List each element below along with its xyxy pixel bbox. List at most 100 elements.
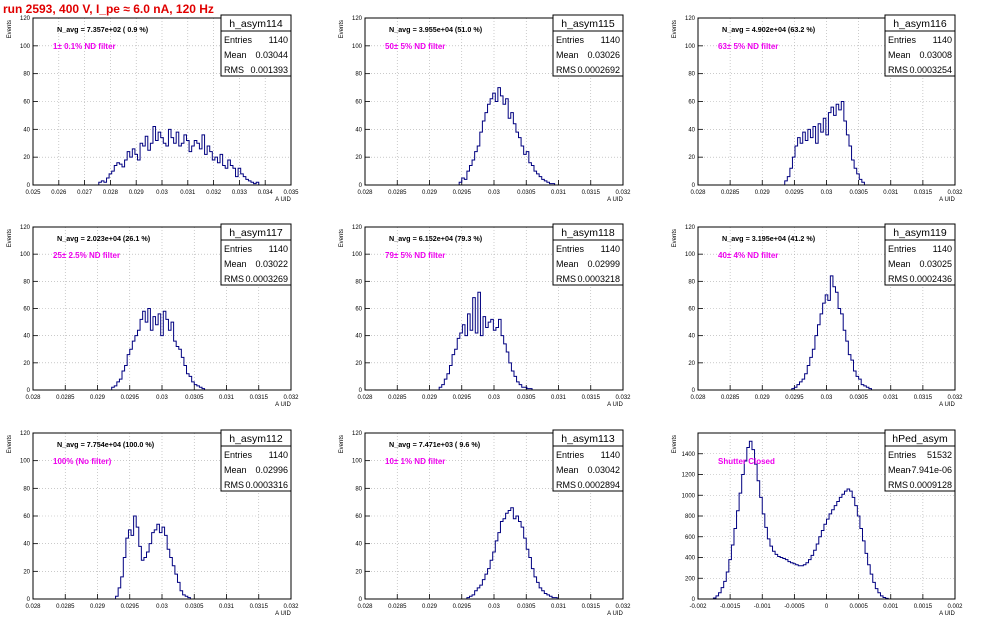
- y-tick-label: 20: [355, 155, 362, 161]
- y-tick-label: 20: [355, 569, 362, 575]
- x-tick-label: 0.029: [422, 604, 438, 610]
- stats-value: 0.02996: [255, 465, 288, 475]
- stats-key: Mean: [556, 465, 579, 475]
- stats-value: 0.02999: [587, 259, 620, 269]
- filter-note: 40± 4% ND filter: [718, 251, 778, 260]
- stats-box: [884, 429, 956, 492]
- x-tick-label: 0.032: [947, 190, 963, 196]
- y-tick-label: 60: [355, 514, 362, 520]
- histogram-series: [438, 291, 533, 390]
- y-tick-label: 20: [688, 361, 695, 367]
- y-tick-label: 100: [685, 44, 696, 50]
- y-tick-label: 1000: [682, 493, 696, 499]
- x-tick-label: 0.029: [755, 395, 771, 401]
- x-tick-label: 0.0305: [517, 190, 536, 196]
- x-tick-label: 0.034: [258, 190, 274, 196]
- stats-value: 51532: [927, 450, 952, 460]
- y-tick-label: 0: [359, 597, 363, 603]
- x-tick-label: 0.029: [90, 395, 106, 401]
- x-tick-label: 0.025: [25, 190, 41, 196]
- y-tick-label: 0: [27, 597, 31, 603]
- x-tick-label: -0.0015: [720, 604, 741, 610]
- x-tick-label: 0.0295: [453, 395, 472, 401]
- stats-key: RMS: [888, 274, 908, 284]
- x-tick-label: 0.033: [232, 190, 248, 196]
- y-tick-label: 80: [355, 486, 362, 492]
- y-tick-label: 400: [685, 556, 696, 562]
- histogram-title: h_asym119: [893, 227, 947, 239]
- stats-value: 0.0009128: [909, 480, 952, 490]
- x-tick-label: -0.002: [689, 604, 707, 610]
- x-axis-label: A UID: [607, 197, 623, 203]
- stats-key: Entries: [224, 244, 253, 254]
- x-tick-label: 0.0315: [582, 604, 601, 610]
- y-tick-label: 100: [352, 459, 363, 465]
- x-tick-label: 0.032: [615, 190, 631, 196]
- histogram-series: [98, 126, 260, 185]
- stats-box: [884, 223, 956, 286]
- y-tick-label: 80: [688, 279, 695, 285]
- x-tick-label: 0.03: [488, 190, 500, 196]
- y-tick-label: 100: [352, 44, 363, 50]
- x-tick-label: 0.03: [821, 190, 833, 196]
- histogram-series: [111, 308, 206, 390]
- y-tick-label: 0: [692, 388, 696, 394]
- stats-key: Entries: [556, 450, 585, 460]
- x-tick-label: 0.0315: [914, 190, 933, 196]
- stats-key: Entries: [556, 35, 585, 45]
- x-tick-label: 0.0285: [388, 604, 407, 610]
- stats-value: 0.0003269: [245, 274, 288, 284]
- y-tick-label: 20: [355, 361, 362, 367]
- stats-value: 1140: [601, 244, 620, 254]
- y-tick-label: 20: [688, 155, 695, 161]
- plot-frame: [364, 432, 624, 600]
- stats-key: RMS: [888, 65, 908, 75]
- stats-value: 1140: [601, 35, 620, 45]
- y-axis-label: Events: [339, 20, 345, 38]
- stats-value: 1140: [933, 35, 952, 45]
- x-tick-label: 0.031: [551, 190, 567, 196]
- y-tick-label: 40: [355, 542, 362, 548]
- stats-key: Mean: [224, 50, 247, 60]
- y-tick-label: 1400: [682, 452, 696, 458]
- x-tick-label: 0.031: [219, 395, 235, 401]
- y-tick-label: 120: [352, 16, 363, 22]
- histogram-panel: 0.028 0.0285 0.029 0.0295 0.03 0.0305 0.031 0.0…: [672, 14, 963, 203]
- stats-key: Mean: [888, 50, 911, 60]
- x-tick-label: 0.032: [206, 190, 222, 196]
- y-tick-label: 120: [352, 431, 363, 437]
- histogram-panel: 0.028 0.0285 0.029 0.0295 0.03 0.0305 0.031 0.0…: [339, 429, 631, 617]
- x-tick-label: 0.027: [77, 190, 93, 196]
- x-tick-label: 0.03: [156, 604, 168, 610]
- x-tick-label: 0.026: [51, 190, 67, 196]
- stats-key: Mean: [888, 465, 911, 475]
- histogram-title: h_asym116: [893, 18, 947, 30]
- stats-value: 1140: [601, 450, 620, 460]
- stats-key: Entries: [224, 450, 253, 460]
- x-tick-label: 0.028: [357, 190, 373, 196]
- y-tick-label: 0: [359, 388, 363, 394]
- x-tick-label: 0.031: [551, 395, 567, 401]
- y-tick-label: 120: [20, 225, 31, 231]
- histogram-series: [115, 515, 191, 599]
- x-tick-label: 0.032: [283, 604, 299, 610]
- x-axis-label: A UID: [607, 402, 623, 408]
- x-tick-label: 0.032: [283, 395, 299, 401]
- x-tick-label: 0.031: [551, 604, 567, 610]
- stats-value: 0.03022: [255, 259, 288, 269]
- stats-key: RMS: [224, 65, 244, 75]
- histogram-series: [784, 101, 865, 185]
- y-axis-label: Events: [339, 229, 345, 247]
- x-tick-label: 0.0285: [56, 604, 75, 610]
- x-axis-label: A UID: [939, 402, 955, 408]
- x-tick-label: 0.03: [488, 395, 500, 401]
- x-tick-label: 0.028: [357, 604, 373, 610]
- y-axis-label: Events: [7, 229, 13, 247]
- y-tick-label: 40: [355, 127, 362, 133]
- y-tick-label: 100: [685, 252, 696, 258]
- y-tick-label: 100: [352, 252, 363, 258]
- stats-key: Entries: [888, 244, 917, 254]
- stats-value: 0.0003316: [245, 480, 288, 490]
- x-tick-label: 0.0305: [517, 395, 536, 401]
